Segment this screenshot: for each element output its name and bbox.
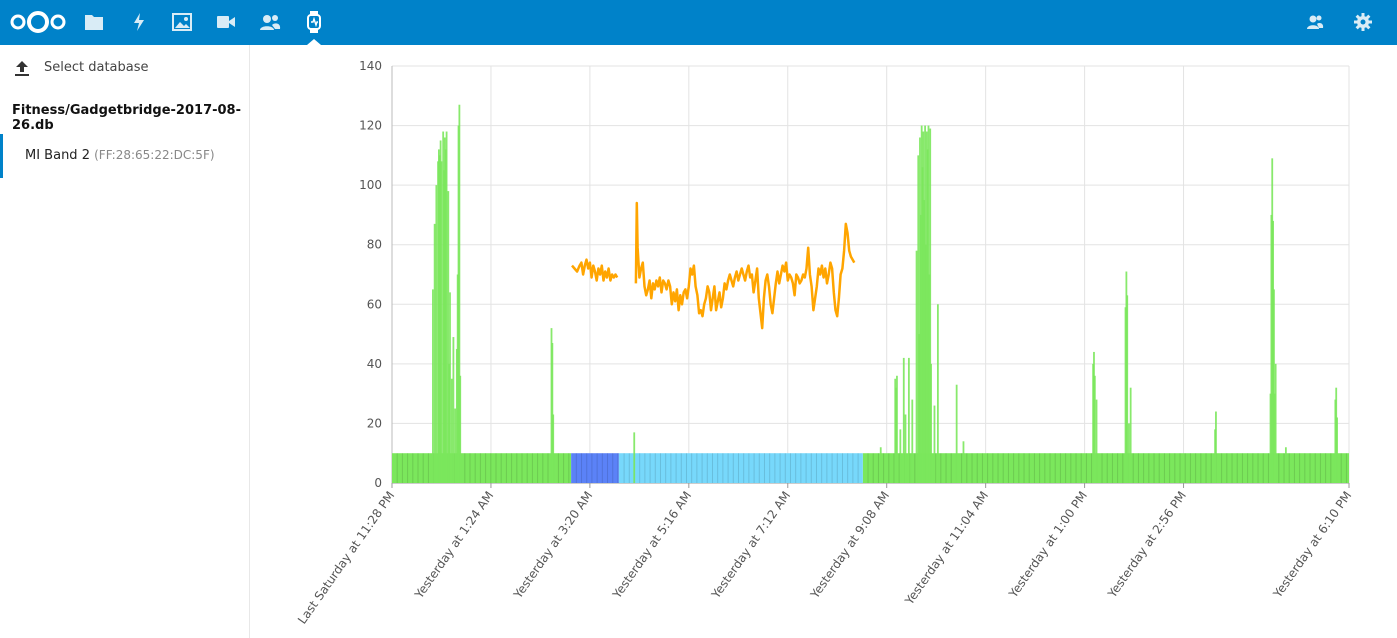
activity-spike (1095, 399, 1098, 483)
device-mac: (FF:28:65:22:DC:5F) (94, 148, 215, 162)
y-tick-label: 0 (374, 476, 382, 490)
activity-spike (955, 384, 958, 483)
activity-spike (552, 414, 555, 483)
x-tick-label: Yesterday at 1:24 AM (411, 489, 496, 602)
activity-spike (440, 161, 443, 484)
fitness-app-icon[interactable] (302, 10, 326, 34)
activity-spike (929, 128, 932, 484)
video-icon[interactable] (214, 10, 238, 34)
activity-spike (433, 223, 436, 483)
activity-spike (896, 375, 898, 483)
activity-spike (1274, 363, 1277, 483)
x-tick-label: Yesterday at 9:08 AM (807, 489, 892, 602)
heart-rate-line (571, 201, 856, 330)
sidebar: Select database Fitness/Gadgetbridge-201… (0, 45, 250, 638)
activity-spike (917, 155, 920, 483)
band-light-sleep (618, 453, 863, 483)
top-bar (0, 0, 1397, 45)
activity-spike (902, 357, 905, 483)
y-tick-label: 100 (359, 178, 382, 192)
x-tick-label: Yesterday at 3:20 AM (510, 489, 595, 602)
activity-spike (1336, 417, 1338, 483)
nextcloud-logo[interactable] (8, 8, 68, 36)
activity-spike (962, 441, 965, 483)
activity-spike (435, 185, 438, 483)
activity-spike (1273, 289, 1275, 483)
upload-icon (15, 61, 29, 76)
settings-icon[interactable] (1351, 10, 1375, 34)
activity-spike (449, 292, 451, 483)
x-tick-label: Yesterday at 6:10 PM (1270, 489, 1354, 601)
activity-spike (907, 357, 910, 483)
activity-spike (454, 408, 457, 483)
activity-spike (459, 375, 462, 483)
activity-spike (915, 250, 918, 483)
band-deep-sleep (571, 453, 619, 483)
y-tick-label: 60 (367, 297, 382, 311)
sidebar-item-device[interactable]: MI Band 2 (FF:28:65:22:DC:5F) (0, 134, 249, 178)
x-tick-label: Last Saturday at 11:28 PM (295, 489, 397, 627)
band-activity (392, 453, 572, 483)
y-tick-label: 80 (367, 238, 382, 252)
activity-spike (899, 429, 902, 483)
activity-spike (445, 131, 448, 483)
select-database-button[interactable]: Select database (0, 53, 249, 83)
activity-spike (1128, 423, 1130, 483)
activity-spike (551, 343, 554, 483)
y-tick-label: 20 (367, 416, 382, 430)
activity-spike (458, 104, 461, 483)
activity-spike (450, 378, 453, 483)
device-name: MI Band 2 (25, 148, 90, 163)
activity-spike (1129, 387, 1132, 483)
activity-spike (1284, 447, 1287, 483)
activity-spike (1093, 375, 1096, 483)
activity-spike (432, 289, 434, 483)
device-label: MI Band 2 (FF:28:65:22:DC:5F) (25, 148, 215, 163)
activity-spike (911, 399, 914, 483)
active-app-indicator (307, 39, 321, 45)
activity-spike (879, 447, 882, 483)
activity-spike (936, 304, 939, 483)
activity-spike (633, 432, 636, 483)
files-icon[interactable] (82, 10, 106, 34)
activity-spike (1215, 411, 1217, 483)
x-tick-label: Yesterday at 7:12 AM (708, 489, 793, 602)
activity-spike (904, 414, 907, 483)
user-group-icon[interactable] (1303, 10, 1327, 34)
y-tick-label: 140 (359, 59, 382, 73)
activity-spike (452, 337, 455, 483)
x-tick-label: Yesterday at 11:04 AM (902, 489, 991, 608)
activity-icon[interactable] (127, 10, 151, 34)
activity-spike (447, 191, 450, 483)
x-tick-label: Yesterday at 1:00 PM (1006, 489, 1090, 601)
x-tick-label: Yesterday at 2:56 PM (1105, 489, 1189, 601)
activity-chart: 0 20 40 60 80 100 120 140 Last Saturday at 11:28… (295, 59, 1354, 627)
y-tick-label: 120 (359, 119, 382, 133)
activity-spike (930, 363, 932, 483)
contacts-icon[interactable] (258, 10, 282, 34)
database-title: Fitness/Gadgetbridge-2017-08-26.db (12, 103, 241, 133)
x-tick-label: Yesterday at 5:16 AM (609, 489, 694, 602)
y-tick-label: 40 (367, 357, 382, 371)
activity-spike (1126, 295, 1129, 483)
select-database-label: Select database (44, 60, 149, 75)
activity-spike (933, 405, 936, 483)
gallery-icon[interactable] (170, 10, 194, 34)
band-activity (862, 453, 1349, 483)
